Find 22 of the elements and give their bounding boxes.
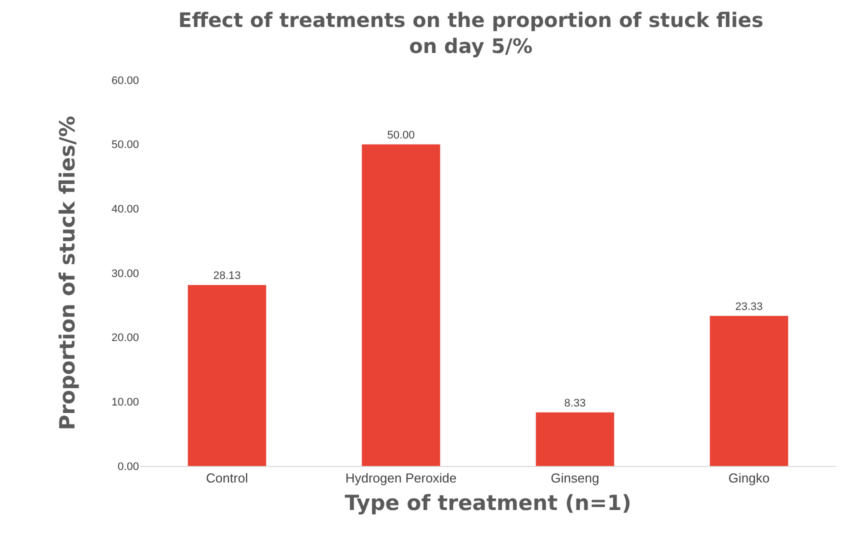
y-tick-label: 50.00 [111,139,139,152]
x-tick-label: Hydrogen Peroxide [345,470,457,486]
y-tick-label: 30.00 [111,268,139,280]
data-label: 23.33 [735,300,763,313]
bar [362,144,440,466]
x-tick-label: Control [206,470,248,486]
bar [188,285,266,466]
x-tick-label: Gingko [728,470,770,486]
chart-title: Effect of treatments on the proportion of stuck flies on day 5/% [178,8,764,58]
y-tick-label: 40.00 [111,204,139,216]
bar [710,316,788,466]
bar [536,412,614,466]
data-label: 28.13 [213,270,241,282]
data-label: 50.00 [387,129,415,142]
x-axis-title: Type of treatment (n=1) [344,490,632,515]
y-tick-label: 60.00 [111,74,139,87]
data-label: 8.33 [564,397,586,410]
y-tick-label: 20.00 [111,332,139,344]
x-tick-label: Ginseng [550,470,600,486]
y-tick-label: 10.00 [111,396,139,409]
y-tick-label: 0.00 [118,460,139,473]
y-axis-title: Proportion of stuck flies/% [56,116,80,430]
